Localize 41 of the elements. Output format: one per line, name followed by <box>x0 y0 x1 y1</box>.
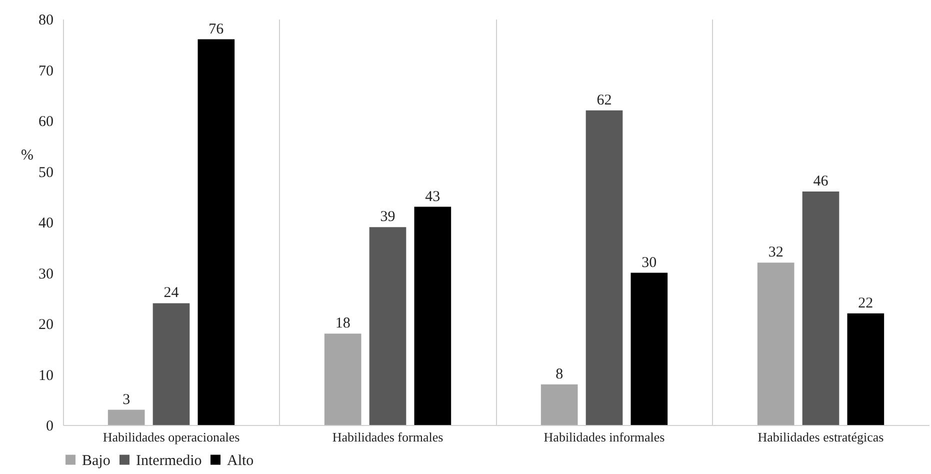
bar <box>414 206 452 425</box>
bar <box>369 227 406 425</box>
y-tick-label: 40 <box>38 216 54 232</box>
x-tick-label: Habilidades formales <box>332 430 444 444</box>
bar <box>847 313 884 425</box>
x-tick-label: Habilidades informales <box>544 430 665 444</box>
legend-label: Alto <box>227 452 254 469</box>
legend-label: Bajo <box>82 452 110 469</box>
data-label: 43 <box>425 188 440 205</box>
bar <box>324 334 362 425</box>
data-label: 39 <box>380 209 396 226</box>
y-tick-label: 0 <box>46 418 54 434</box>
data-label: 62 <box>596 92 612 108</box>
bar <box>630 272 668 425</box>
bar <box>108 410 145 425</box>
y-tick-label: 20 <box>38 317 54 333</box>
y-tick-label: 30 <box>38 266 54 282</box>
bar <box>540 384 578 425</box>
y-axis-title: % <box>21 148 34 164</box>
x-tick-label: Habilidades operacionales <box>102 430 240 444</box>
x-tick-label: Habilidades estratégicas <box>758 430 884 444</box>
y-tick-label: 50 <box>38 164 54 181</box>
y-tick-label: 60 <box>38 114 54 130</box>
bar <box>802 192 840 425</box>
bar <box>586 110 623 425</box>
y-tick-label: 80 <box>38 12 54 28</box>
data-label: 18 <box>335 316 350 332</box>
data-label: 76 <box>208 21 224 38</box>
data-label: 22 <box>858 295 874 312</box>
y-tick-label: 10 <box>38 368 54 384</box>
data-label: 30 <box>642 254 657 271</box>
bar <box>152 303 190 425</box>
legend-label: Intermedio <box>136 452 202 469</box>
bar <box>198 39 235 425</box>
data-label: 46 <box>813 174 829 190</box>
y-tick-label: 70 <box>38 63 54 80</box>
data-label: 8 <box>556 366 564 382</box>
bar <box>757 262 794 425</box>
data-label: 24 <box>164 285 180 302</box>
data-label: 3 <box>122 392 130 408</box>
data-label: 32 <box>768 244 784 261</box>
